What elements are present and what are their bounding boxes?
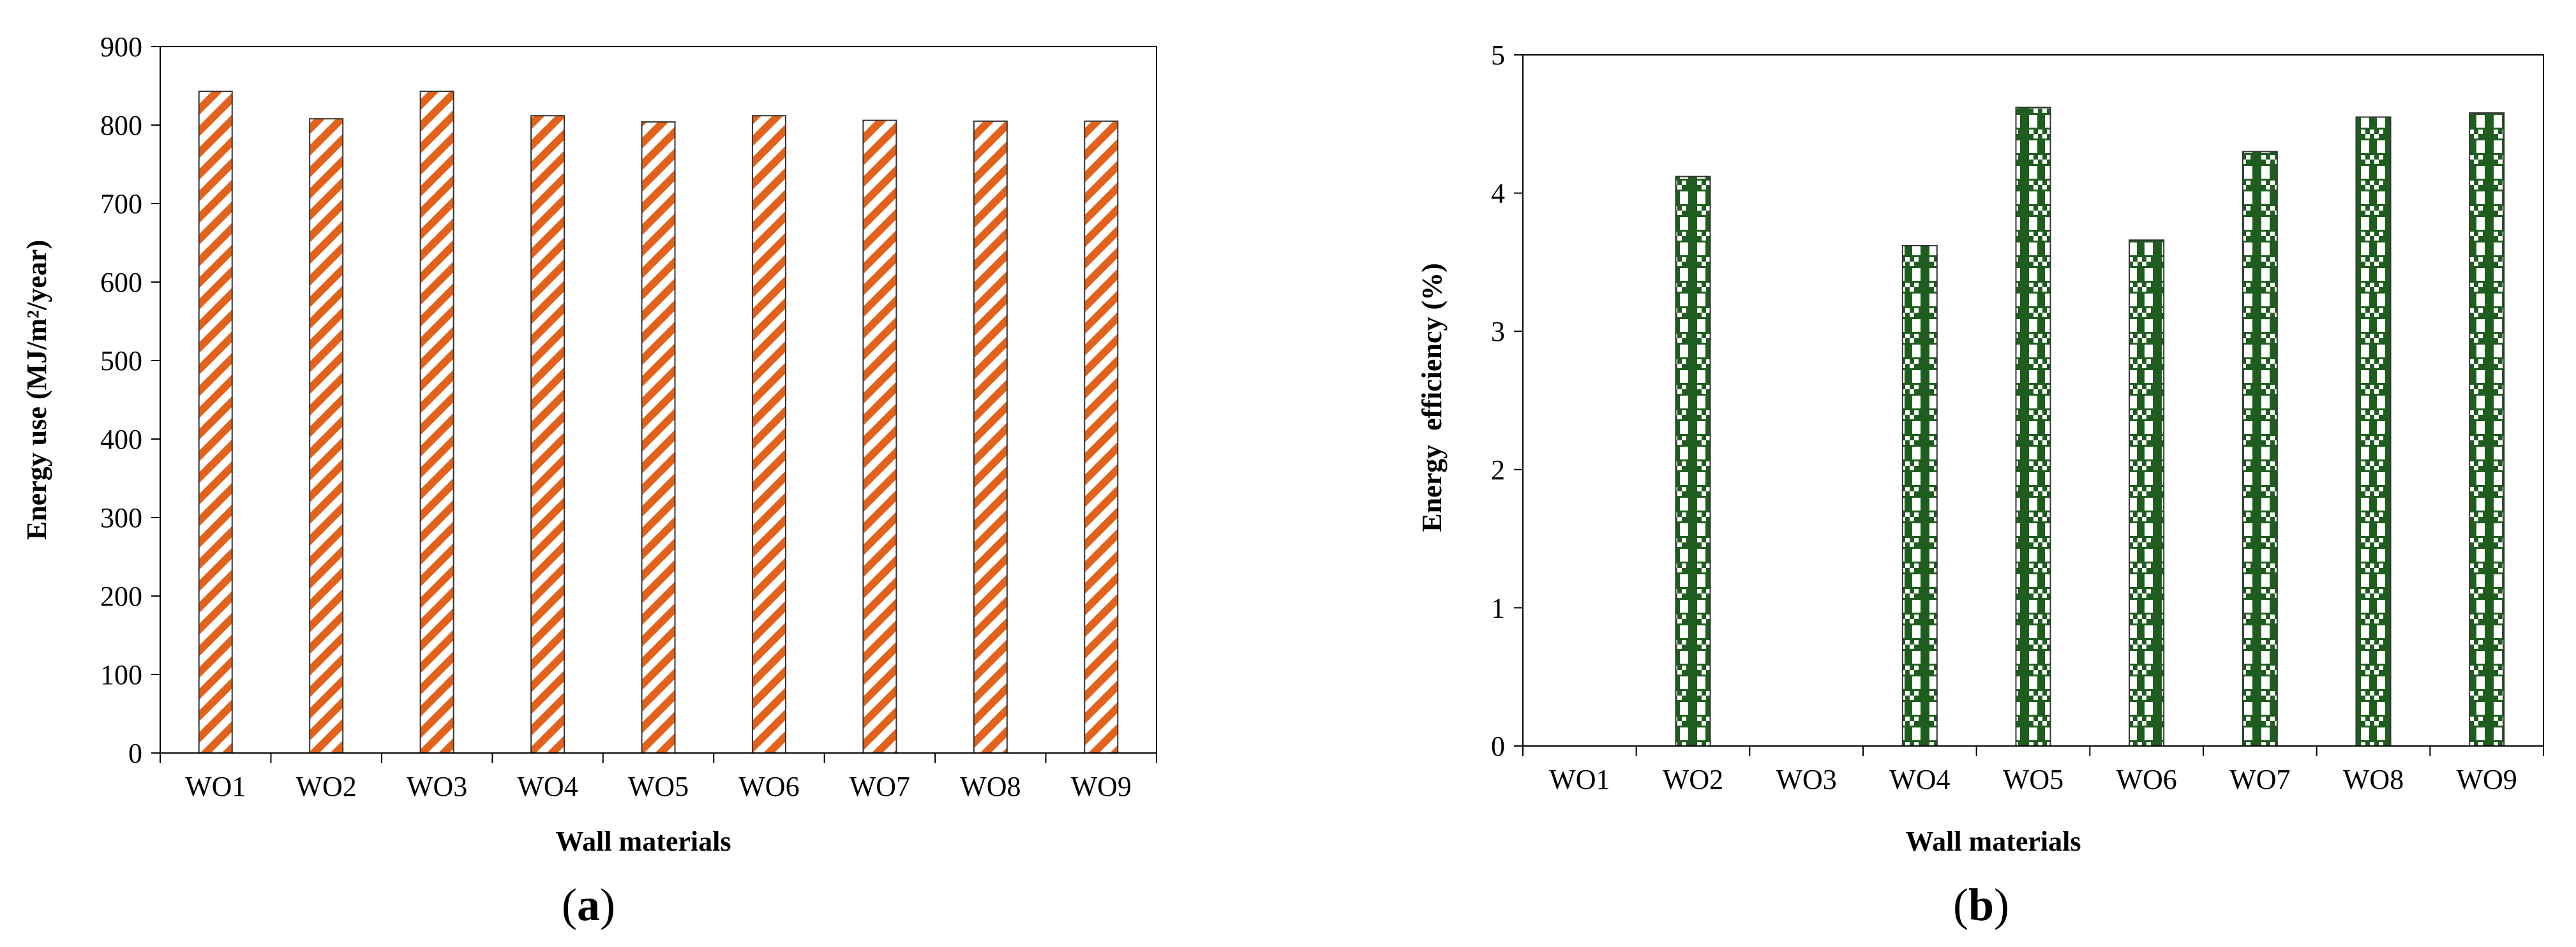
bar-wo2 <box>1675 175 1711 747</box>
plot-frame-b <box>1522 54 2544 747</box>
x-tick-label: WO6 <box>2116 764 2177 795</box>
plot-frame-a <box>160 46 1157 754</box>
panel-label-a: (a) <box>562 879 615 930</box>
x-tick-label: WO8 <box>2343 764 2404 795</box>
x-tick-label: WO3 <box>407 771 467 802</box>
panel-label-b: (b) <box>1953 879 2009 930</box>
y-axis-title-a: Energy use (MJ/m²/year) <box>21 240 52 540</box>
x-tick-label: WO5 <box>628 771 689 802</box>
x-tick-label: WO4 <box>1889 764 1950 795</box>
bar-wo6 <box>2129 239 2165 747</box>
y-axis-ticks-a: 0 100 200 300 400 500 600 700 800 900 <box>100 31 160 769</box>
bar-wo4 <box>530 115 565 754</box>
bar-wo2 <box>309 118 344 754</box>
bar-wo5 <box>641 121 676 754</box>
y-tick-label: 2 <box>1491 454 1505 486</box>
y-tick-label: 0 <box>128 738 142 769</box>
y-tick-label: 3 <box>1491 316 1505 347</box>
y-tick-label: 200 <box>100 581 142 612</box>
x-axis-title-b: Wall materials <box>1906 826 2081 857</box>
bars-b <box>1675 107 2505 747</box>
x-axis-ticks-b: WO1 WO2 WO3 WO4 WO5 WO6 WO7 WO8 WO9 <box>1522 746 2544 795</box>
y-axis-title-b: Energy efficiency (%) <box>1416 263 1448 532</box>
x-axis-ticks-a: WO1 WO2 WO3 WO4 WO5 WO6 WO7 WO8 WO9 <box>160 753 1157 802</box>
x-tick-label: WO2 <box>296 771 357 802</box>
y-tick-label: 100 <box>100 659 142 690</box>
x-axis-title-a: Wall materials <box>556 826 731 857</box>
y-tick-label: 400 <box>100 424 142 455</box>
y-tick-label: 0 <box>1491 731 1505 762</box>
y-tick-label: 800 <box>100 110 142 141</box>
x-tick-label: WO6 <box>738 771 799 802</box>
x-tick-label: WO4 <box>517 771 578 802</box>
y-tick-label: 700 <box>100 188 142 220</box>
x-tick-label: WO9 <box>2457 764 2517 795</box>
x-tick-label: WO1 <box>1549 764 1610 795</box>
panel-label-a-letter: a <box>577 879 600 930</box>
x-tick-label: WO8 <box>960 771 1021 802</box>
bar-wo9 <box>2469 112 2505 747</box>
x-tick-label: WO3 <box>1776 764 1837 795</box>
bar-wo6 <box>751 115 786 754</box>
bar-wo8 <box>2355 116 2392 747</box>
bar-wo5 <box>2015 107 2051 747</box>
bar-wo1 <box>198 91 233 754</box>
panel-label-b-letter: b <box>1968 879 1994 930</box>
y-axis-ticks-b: 0 1 2 3 4 5 <box>1491 40 1523 762</box>
x-tick-label: WO5 <box>2003 764 2063 795</box>
y-tick-label: 300 <box>100 502 142 533</box>
bar-wo7 <box>2242 151 2278 747</box>
x-tick-label: WO2 <box>1663 764 1723 795</box>
y-tick-label: 1 <box>1491 592 1505 623</box>
x-tick-label: WO7 <box>2229 764 2290 795</box>
bars-a <box>198 91 1119 754</box>
y-tick-label: 500 <box>100 345 142 377</box>
x-tick-label: WO1 <box>185 771 246 802</box>
bar-wo7 <box>862 119 897 754</box>
bar-wo8 <box>973 120 1008 754</box>
bar-wo9 <box>1084 120 1119 754</box>
x-tick-label: WO7 <box>850 771 910 802</box>
bar-wo3 <box>419 91 454 754</box>
y-tick-label: 5 <box>1491 40 1505 71</box>
y-tick-label: 4 <box>1491 178 1505 209</box>
x-tick-label: WO9 <box>1071 771 1132 802</box>
chart-panel-b: 0 1 2 3 4 5 WO1 WO2 WO3 WO4 WO5 WO6 WO7 WO8 WO9 Energ… <box>1416 40 2544 930</box>
y-tick-label: 900 <box>100 31 142 63</box>
bar-wo4 <box>1901 244 1938 747</box>
y-tick-label: 600 <box>100 267 142 298</box>
